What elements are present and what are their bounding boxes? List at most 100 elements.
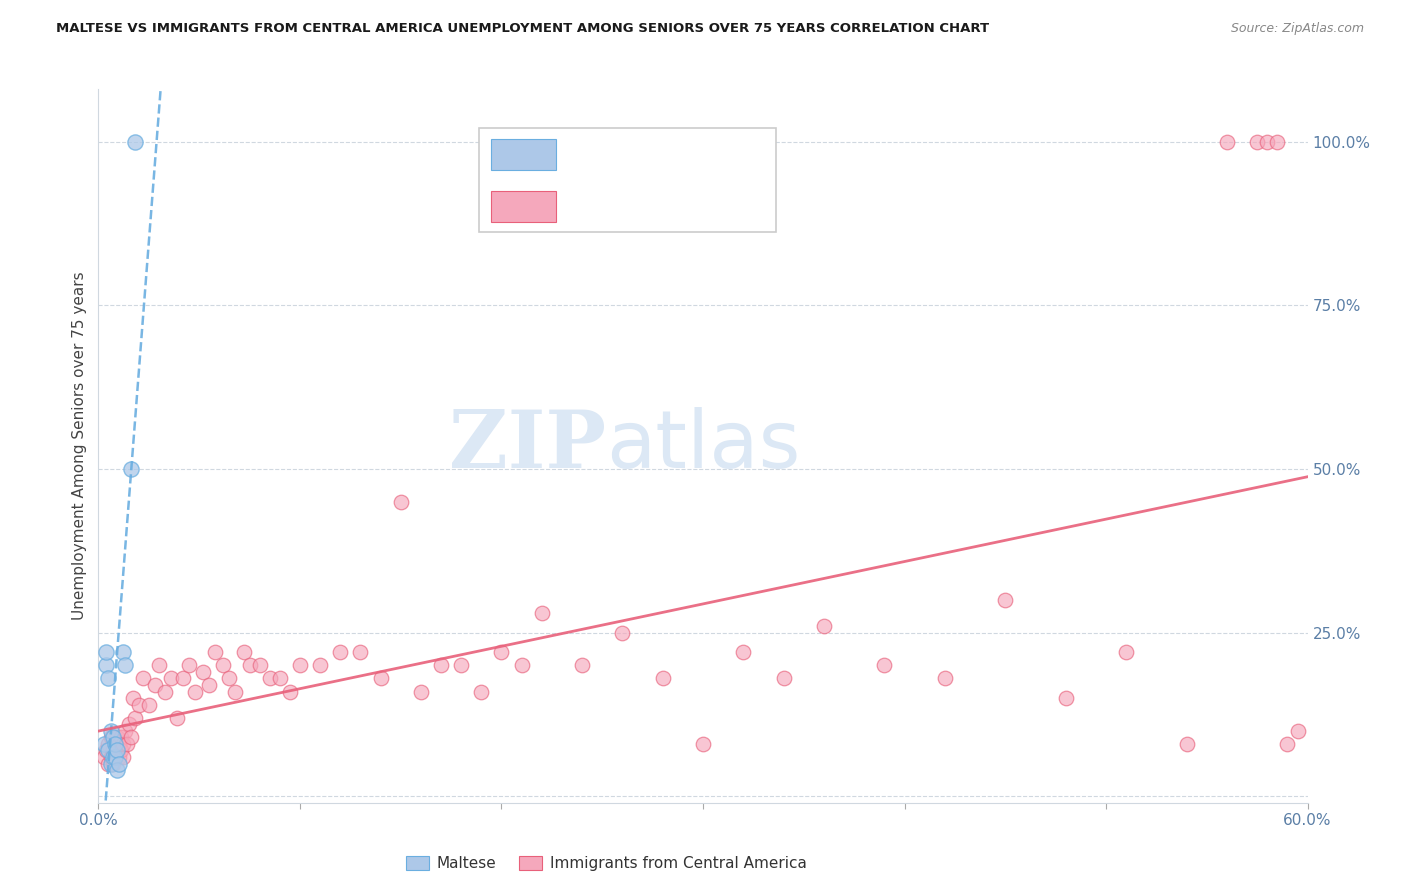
Point <box>93 750 115 764</box>
Text: atlas: atlas <box>606 407 800 485</box>
Point <box>111 645 134 659</box>
Point <box>111 737 134 751</box>
Point <box>1277 737 1299 751</box>
Point <box>96 645 118 659</box>
Point <box>124 135 146 149</box>
Point <box>1286 723 1309 738</box>
Point <box>101 731 124 745</box>
Point <box>160 672 183 686</box>
Text: ZIP: ZIP <box>450 407 606 485</box>
Point <box>101 756 124 771</box>
Point <box>101 750 124 764</box>
Point <box>97 672 120 686</box>
Point <box>93 737 115 751</box>
Point <box>329 645 352 659</box>
Point <box>733 645 755 659</box>
Point <box>103 737 125 751</box>
Point <box>100 731 122 745</box>
Point <box>370 672 392 686</box>
Point <box>1115 645 1137 659</box>
Point <box>100 723 122 738</box>
Point <box>692 737 714 751</box>
Point <box>278 684 301 698</box>
Text: MALTESE VS IMMIGRANTS FROM CENTRAL AMERICA UNEMPLOYMENT AMONG SENIORS OVER 75 YE: MALTESE VS IMMIGRANTS FROM CENTRAL AMERI… <box>56 22 990 36</box>
Point <box>118 717 141 731</box>
Point <box>100 756 122 771</box>
Point <box>1216 135 1239 149</box>
Point <box>232 645 254 659</box>
Point <box>105 763 128 777</box>
Point <box>100 750 122 764</box>
Point <box>934 672 956 686</box>
Point <box>107 756 129 771</box>
Point <box>103 737 125 751</box>
Point <box>153 684 176 698</box>
Point <box>97 737 120 751</box>
Point <box>114 658 136 673</box>
Point <box>120 731 142 745</box>
Point <box>124 711 146 725</box>
Point <box>143 678 166 692</box>
Point <box>198 678 221 692</box>
Point <box>97 756 120 771</box>
Point <box>111 750 134 764</box>
Point <box>1267 135 1289 149</box>
Point <box>994 592 1017 607</box>
Point <box>259 672 281 686</box>
Point <box>389 494 412 508</box>
Point <box>179 658 201 673</box>
Point <box>184 684 207 698</box>
Point <box>97 743 120 757</box>
Point <box>269 672 291 686</box>
Point <box>491 645 513 659</box>
Point <box>1175 737 1198 751</box>
Point <box>1054 691 1077 706</box>
Point <box>470 684 492 698</box>
Point <box>772 672 794 686</box>
Point <box>612 625 634 640</box>
Point <box>1256 135 1278 149</box>
Point <box>103 750 125 764</box>
Point <box>114 723 136 738</box>
Point <box>132 672 155 686</box>
Text: Source: ZipAtlas.com: Source: ZipAtlas.com <box>1230 22 1364 36</box>
Point <box>510 658 533 673</box>
Y-axis label: Unemployment Among Seniors over 75 years: Unemployment Among Seniors over 75 years <box>72 272 87 620</box>
Point <box>107 750 129 764</box>
Point <box>430 658 453 673</box>
Point <box>288 658 311 673</box>
Point <box>218 672 240 686</box>
Point <box>103 750 125 764</box>
Point <box>450 658 472 673</box>
Point <box>105 731 128 745</box>
Point <box>120 462 142 476</box>
Point <box>105 743 128 757</box>
Point <box>96 658 118 673</box>
Point <box>349 645 371 659</box>
Point <box>651 672 673 686</box>
Point <box>204 645 226 659</box>
Point <box>571 658 593 673</box>
Point <box>138 698 160 712</box>
Point <box>1246 135 1268 149</box>
Point <box>101 743 124 757</box>
Point <box>110 743 132 757</box>
Point <box>107 737 129 751</box>
Point <box>249 658 271 673</box>
Point <box>409 684 432 698</box>
Point <box>121 691 143 706</box>
Point <box>309 658 332 673</box>
Point <box>115 737 138 751</box>
Point <box>212 658 235 673</box>
Point <box>96 743 118 757</box>
Point <box>193 665 215 679</box>
Point <box>128 698 150 712</box>
Point <box>110 731 132 745</box>
Point <box>530 606 553 620</box>
Point <box>166 711 188 725</box>
Point <box>148 658 170 673</box>
Point <box>813 619 835 633</box>
Point <box>105 743 128 757</box>
Legend: Maltese, Immigrants from Central America: Maltese, Immigrants from Central America <box>399 850 813 877</box>
Point <box>172 672 194 686</box>
